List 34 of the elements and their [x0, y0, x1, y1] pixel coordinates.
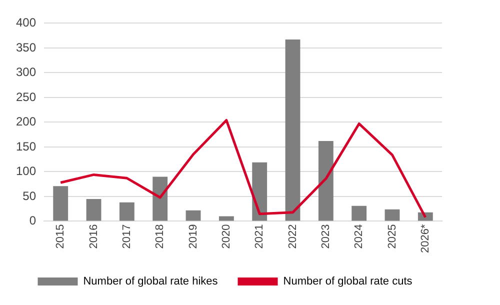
x-tick-label: 2024: [353, 224, 366, 249]
x-tick-label: 2020: [220, 224, 232, 249]
bar: [285, 40, 300, 221]
x-tick-label: 2016: [88, 224, 100, 249]
legend-label: Number of global rate cuts: [283, 276, 413, 288]
x-tick-label: 2025: [386, 224, 398, 249]
bar: [318, 141, 334, 221]
x-tick-label: 2021: [254, 224, 266, 249]
bar: [252, 162, 268, 221]
bar: [119, 202, 134, 221]
x-tick-label: 2018: [154, 224, 166, 249]
bar: [186, 210, 201, 221]
y-tick-label: 200: [16, 114, 36, 129]
y-tick-label: 400: [16, 16, 36, 30]
x-tick-label: 2019: [187, 224, 200, 249]
bar: [384, 209, 400, 221]
x-tick-label: 2015: [54, 224, 67, 249]
bar: [86, 198, 102, 221]
y-tick-label: 350: [16, 40, 36, 54]
y-tick-label: 300: [16, 65, 36, 80]
x-tick-label: 2017: [120, 224, 133, 249]
bar: [53, 186, 68, 221]
y-tick-label: 150: [16, 139, 36, 154]
bar: [352, 206, 367, 221]
y-tick-label: 250: [16, 90, 36, 104]
x-tick-label: 2026*: [419, 224, 432, 254]
legend-label: Number of global rate hikes: [83, 276, 218, 288]
x-tick-label: 2022: [286, 224, 299, 249]
y-tick-label: 100: [16, 164, 36, 178]
x-tick-label: 2023: [320, 224, 332, 249]
y-tick-label: 0: [29, 214, 36, 228]
bar: [152, 176, 168, 221]
y-tick-label: 50: [22, 188, 36, 203]
bar: [218, 216, 234, 221]
